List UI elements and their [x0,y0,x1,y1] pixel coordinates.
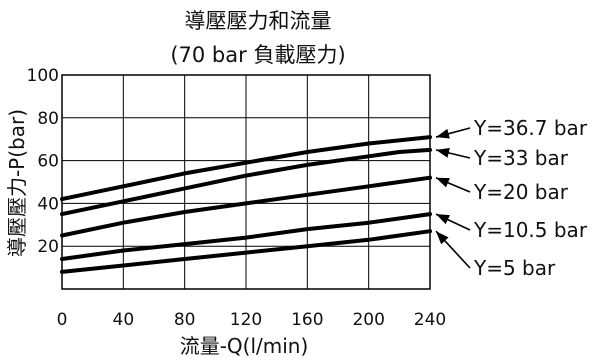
y-tick-label: 100 [27,66,59,86]
y-tick-label: 60 [37,152,59,172]
series-label-1: Y=36.7 bar [473,116,588,140]
axis-ticks: 0 40 80 120 160 200 240 20 40 60 80 100 [27,66,447,330]
y-tick-label: 20 [37,237,59,257]
title-group: 導壓壓力和流量 (70 bar 負載壓力) [170,9,345,67]
y-tick-label: 80 [37,109,59,129]
series-label-3: Y=20 bar [473,180,569,204]
x-axis-title: 流量-Q(l/min) [180,334,309,358]
series-line-4 [60,212,432,261]
plot-frame [61,74,431,290]
series-line-5 [60,229,432,274]
series-label-5: Y=5 bar [473,256,556,280]
x-tick-label: 200 [352,310,384,330]
x-tick-label: 120 [230,310,262,330]
chart-title: 導壓壓力和流量 [185,9,332,33]
series-label-4: Y=10.5 bar [473,218,588,242]
leader-arrow-2 [436,148,450,158]
grid [62,75,430,289]
x-tick-label: 80 [174,310,196,330]
series-label-2: Y=33 bar [473,146,569,170]
series-line-2 [60,147,432,217]
chart-subtitle: (70 bar 負載壓力) [170,43,345,67]
y-tick-label: 40 [37,194,59,214]
x-tick-label: 0 [57,310,68,330]
leader-arrow-4 [436,214,450,225]
x-tick-label: 240 [414,310,446,330]
leader-arrow-3 [436,177,450,188]
series-line-1 [60,135,432,202]
x-tick-label: 160 [291,310,323,330]
y-axis-title: 導壓壓力-P(bar) [5,109,29,257]
series-lines [60,135,432,274]
leader-arrow-1 [436,128,450,139]
series-line-3 [60,175,432,238]
leader-arrow-5 [436,231,449,245]
x-tick-label: 40 [113,310,135,330]
series-labels: Y=36.7 bar Y=33 bar Y=20 bar Y=10.5 bar Y=5 … [435,116,588,280]
